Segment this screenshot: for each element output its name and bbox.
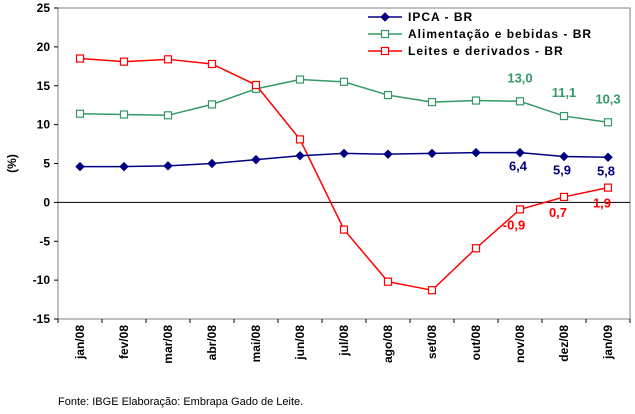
data-point-marker xyxy=(603,183,613,192)
data-point-marker xyxy=(380,29,390,39)
data-point-marker xyxy=(207,100,217,109)
x-tick-label: dez/08 xyxy=(557,325,571,362)
data-point-marker xyxy=(383,90,393,100)
legend-label: Alimentação e bebidas - BR xyxy=(408,27,592,41)
x-tick-label: jun/08 xyxy=(293,325,307,361)
data-label: 5,9 xyxy=(553,163,571,178)
x-tick-label: abr/08 xyxy=(205,325,219,361)
y-tick-label: 5 xyxy=(43,157,50,171)
y-tick-label: -15 xyxy=(33,312,51,326)
data-point-marker xyxy=(471,244,481,253)
data-point-marker xyxy=(207,59,217,69)
data-point-marker xyxy=(75,161,85,172)
data-point-marker xyxy=(119,57,129,66)
data-point-marker xyxy=(559,192,569,202)
data-point-marker xyxy=(427,148,437,159)
x-tick-label: jan/09 xyxy=(601,325,615,360)
x-tick-label: jan/08 xyxy=(73,325,87,360)
data-point-marker xyxy=(427,286,437,295)
data-label: 11,1 xyxy=(552,85,577,100)
data-point-marker xyxy=(295,75,305,84)
y-axis-label: (%) xyxy=(5,154,19,173)
data-point-marker xyxy=(427,97,437,107)
data-label: 1,9 xyxy=(593,196,611,211)
data-label: 10,3 xyxy=(595,91,620,106)
data-label: 13,0 xyxy=(507,70,532,85)
data-point-marker xyxy=(380,12,390,22)
series-1 xyxy=(75,147,613,172)
data-point-marker xyxy=(339,77,349,86)
y-tick-label: -10 xyxy=(33,273,51,287)
series-3 xyxy=(75,54,613,295)
x-tick-label: mai/08 xyxy=(249,325,263,363)
y-tick-label: 10 xyxy=(37,118,51,132)
y-axis-label-group: (%) xyxy=(5,154,19,173)
x-tick-label: nov/08 xyxy=(513,325,527,363)
data-point-marker xyxy=(603,152,613,162)
data-label: 0,7 xyxy=(549,205,567,220)
data-label: 5,8 xyxy=(597,163,615,178)
data-point-marker xyxy=(559,151,569,162)
x-tick-label: fev/08 xyxy=(117,325,131,359)
legend: IPCA - BR Alimentação e bebidas - BR Leite… xyxy=(368,10,592,58)
y-tick-label: 20 xyxy=(37,40,51,54)
data-point-marker xyxy=(163,161,173,171)
data-point-marker xyxy=(295,135,305,144)
x-tick-label: jul/08 xyxy=(337,325,351,357)
data-point-marker xyxy=(251,80,261,90)
x-tick-label: out/08 xyxy=(469,325,483,361)
data-point-marker xyxy=(603,118,613,127)
series-2 xyxy=(75,75,613,127)
data-point-marker xyxy=(383,277,393,286)
data-label: -0,9 xyxy=(503,217,525,232)
data-point-marker xyxy=(339,225,349,234)
data-point-marker xyxy=(119,110,129,119)
series-group xyxy=(75,54,613,295)
series-line xyxy=(79,57,609,292)
data-point-marker xyxy=(471,96,481,105)
data-point-marker xyxy=(75,54,85,63)
data-point-marker xyxy=(251,154,261,165)
data-labels-group: 6,4 5,9 5,8 13,0 11,1 10,3 -0,9 0,7 1,9 xyxy=(503,70,621,232)
data-point-marker xyxy=(471,147,481,158)
data-point-marker xyxy=(163,111,173,120)
y-tick-label: 15 xyxy=(37,79,51,93)
data-point-marker xyxy=(515,147,525,158)
data-point-marker xyxy=(380,46,390,56)
data-point-marker xyxy=(207,158,217,169)
data-point-marker xyxy=(75,109,85,118)
data-point-marker xyxy=(515,205,525,214)
data-point-marker xyxy=(383,149,393,159)
data-label: 6,4 xyxy=(509,159,528,174)
y-tick-label: 0 xyxy=(43,195,50,209)
legend-label: IPCA - BR xyxy=(408,10,473,24)
x-tick-label: mar/08 xyxy=(161,325,175,364)
legend-label: Leites e derivados - BR xyxy=(408,44,564,58)
data-point-marker xyxy=(559,111,569,121)
data-point-marker xyxy=(163,55,173,64)
data-point-marker xyxy=(339,148,349,159)
y-tick-label: -5 xyxy=(39,234,50,248)
x-tick-label: ago/08 xyxy=(381,325,395,363)
source-note: Fonte: IBGE Elaboração: Embrapa Gado de … xyxy=(58,396,304,408)
y-tick-label: 25 xyxy=(37,1,51,15)
x-tick-label: set/08 xyxy=(425,325,439,359)
data-point-marker xyxy=(295,151,305,161)
data-point-marker xyxy=(119,161,129,172)
axes: -15 -10 -5 0 5 10 15 20 25 jan/08 fev/08 mar/08 abr/… xyxy=(33,1,631,364)
data-point-marker xyxy=(515,97,525,106)
